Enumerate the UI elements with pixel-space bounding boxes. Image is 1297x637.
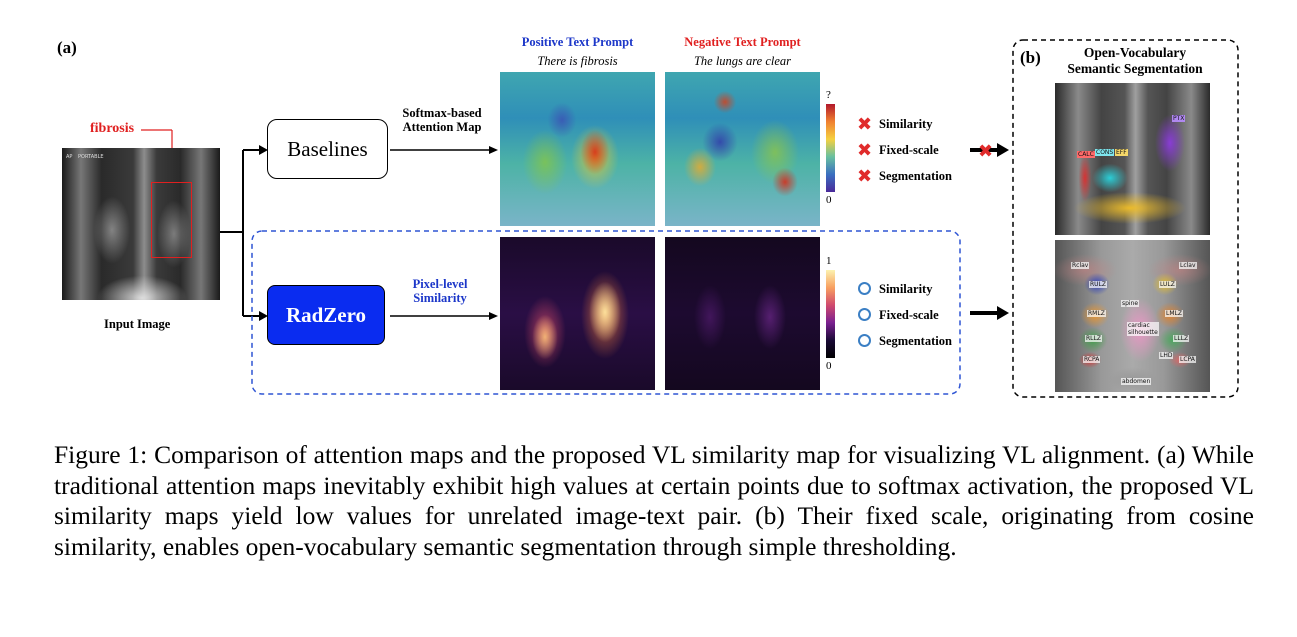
seg-label-cons: CONS bbox=[1095, 149, 1115, 156]
radzero-arrow-label: Pixel-level Similarity bbox=[404, 277, 476, 305]
to-baselines-arrowhead bbox=[259, 145, 268, 155]
radzero-check-segmentation: Segmentation bbox=[879, 334, 952, 348]
baselines-arrow-label: Softmax-based Attention Map bbox=[398, 106, 486, 134]
panel-a-label: (a) bbox=[57, 38, 77, 57]
baseline-to-b-arrowhead bbox=[997, 143, 1009, 157]
open-vocab-title-line2: Semantic Segmentation bbox=[1067, 61, 1203, 76]
radzero-check-fixed-scale: Fixed-scale bbox=[879, 308, 939, 322]
baselines-arrow-label-line1: Softmax-based bbox=[402, 106, 482, 120]
panel-b-label: (b) bbox=[1020, 48, 1041, 67]
radzero-positive-similarity-map bbox=[500, 237, 655, 390]
radzero-to-b-arrowhead bbox=[997, 306, 1009, 320]
seg-label-rllz: RLLZ bbox=[1085, 335, 1102, 342]
attention-colorbar-min: 0 bbox=[826, 194, 832, 206]
seg-label-rcpa: RCPA bbox=[1083, 356, 1101, 363]
seg-label-lclav: Lclav bbox=[1179, 262, 1197, 269]
seg-label-abdomen: abdomen bbox=[1121, 378, 1152, 385]
to-radzero-arrowhead bbox=[259, 311, 268, 321]
xray-tag2: PORTABLE bbox=[78, 154, 104, 160]
seg-label-rmlz: RMLZ bbox=[1087, 310, 1106, 317]
similarity-colorbar-min: 0 bbox=[826, 360, 832, 372]
seg-label-lcpa: LCPA bbox=[1179, 356, 1196, 363]
figure-caption: Figure 1: Comparison of attention maps a… bbox=[54, 440, 1254, 561]
baselines-box: Baselines bbox=[267, 119, 388, 179]
seg-label-spine: spine bbox=[1121, 300, 1140, 307]
attention-colorbar-max: ? bbox=[826, 89, 831, 101]
similarity-colorbar bbox=[826, 270, 835, 358]
baseline-negative-attention-map bbox=[665, 72, 820, 226]
seg-label-lllz: LLLZ bbox=[1173, 335, 1190, 342]
radzero-negative-similarity-map bbox=[665, 237, 820, 390]
seg-label-ptx: PTX bbox=[1172, 115, 1186, 122]
panel-b-dashed-frame bbox=[1012, 39, 1239, 398]
radzero-arrowhead bbox=[489, 312, 498, 320]
radzero-check-similarity: Similarity bbox=[879, 282, 933, 296]
radzero-segmentation-check-icon bbox=[858, 334, 871, 347]
radzero-arrow-label-line1: Pixel-level bbox=[412, 277, 468, 291]
baselines-arrow-label-line2: Attention Map bbox=[402, 120, 482, 134]
baseline-check-fixed-scale: Fixed-scale bbox=[879, 143, 939, 157]
similarity-colorbar-max: 1 bbox=[826, 255, 832, 267]
baselines-arrowhead bbox=[489, 146, 498, 154]
baseline-positive-attention-map bbox=[500, 72, 655, 226]
seg-label-rclav: Rclav bbox=[1071, 262, 1090, 269]
input-image-caption: Input Image bbox=[104, 317, 171, 331]
seg-label-lmlz: LMLZ bbox=[1165, 310, 1183, 317]
open-vocab-anatomy-segmentation: Rclav Lclav RULZ LULZ RMLZ spine LMLZ ca… bbox=[1055, 240, 1210, 392]
open-vocab-title-line1: Open-Vocabulary bbox=[1083, 45, 1187, 60]
seg-label-rulz: RULZ bbox=[1089, 281, 1108, 288]
attention-colorbar bbox=[826, 104, 835, 192]
negative-prompt-text: The lungs are clear bbox=[693, 54, 792, 68]
seg-label-calc: CALC bbox=[1077, 151, 1095, 158]
open-vocab-title: Open-Vocabulary Semantic Segmentation bbox=[1050, 45, 1220, 77]
seg-label-lhd: LHD bbox=[1159, 352, 1174, 359]
radzero-arrow-label-line2: Similarity bbox=[413, 291, 467, 305]
xray-tag: AP bbox=[66, 154, 73, 160]
input-xray-image: AP PORTABLE bbox=[62, 148, 220, 300]
negative-prompt-title: Negative Text Prompt bbox=[684, 35, 801, 49]
radzero-fixed-scale-check-icon bbox=[858, 308, 871, 321]
baseline-fixed-scale-x-icon: ✖ bbox=[857, 140, 873, 161]
fibrosis-annotation: fibrosis bbox=[90, 121, 135, 136]
baseline-to-b-x-mark: ✖ bbox=[978, 141, 993, 162]
baseline-check-segmentation: Segmentation bbox=[879, 169, 952, 183]
radzero-similarity-check-icon bbox=[858, 282, 871, 295]
positive-prompt-title: Positive Text Prompt bbox=[521, 35, 634, 49]
seg-label-lulz: LULZ bbox=[1159, 281, 1176, 288]
seg-label-cardiac: cardiac silhouette bbox=[1127, 322, 1159, 336]
radzero-box: RadZero bbox=[267, 285, 385, 345]
seg-label-eff: EFF bbox=[1115, 149, 1128, 156]
baseline-segmentation-x-icon: ✖ bbox=[857, 166, 873, 187]
open-vocab-top-segmentation: PTX CONS EFF CALC bbox=[1055, 83, 1210, 235]
baseline-check-similarity: Similarity bbox=[879, 117, 933, 131]
fibrosis-region-box bbox=[151, 182, 192, 258]
positive-prompt-text: There is fibrosis bbox=[537, 54, 618, 68]
baseline-similarity-x-icon: ✖ bbox=[857, 114, 873, 135]
radzero-dashed-frame bbox=[251, 230, 961, 395]
